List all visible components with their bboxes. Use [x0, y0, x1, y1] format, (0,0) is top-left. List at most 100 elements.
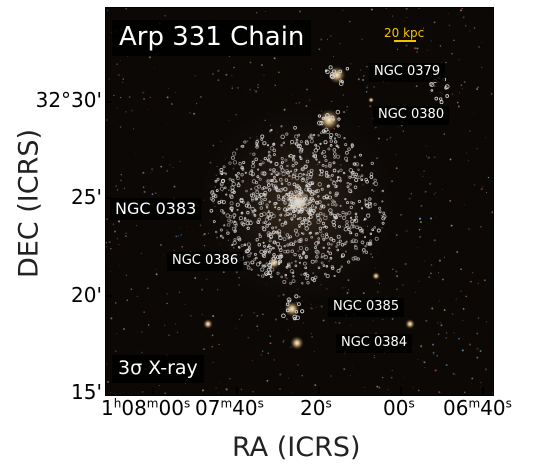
xray-contour — [338, 225, 341, 229]
xray-contour — [253, 252, 257, 256]
background-star — [425, 155, 427, 157]
background-star — [142, 171, 145, 174]
background-star — [408, 197, 411, 200]
xray-contour — [322, 213, 326, 217]
xray-contour — [292, 157, 295, 160]
background-star — [169, 164, 171, 166]
xray-contour — [267, 183, 271, 187]
background-star — [130, 288, 133, 291]
background-star — [218, 381, 220, 383]
xray-contour — [271, 184, 276, 188]
xray-contour — [381, 200, 384, 203]
x-tick-mark — [400, 387, 402, 394]
xray-contour — [231, 244, 234, 247]
xray-contour — [265, 186, 269, 190]
background-star — [373, 85, 375, 88]
xray-contour — [317, 114, 322, 118]
background-star — [201, 389, 205, 392]
y-tick-mark — [105, 197, 112, 199]
background-star — [279, 373, 282, 376]
background-star — [472, 377, 474, 378]
background-star — [164, 392, 167, 395]
xray-contour — [260, 267, 265, 272]
background-star — [164, 15, 166, 17]
xray-contour — [281, 160, 284, 164]
background-star — [163, 254, 165, 256]
xray-contour — [234, 173, 238, 177]
background-star — [194, 75, 196, 77]
xray-contour — [330, 264, 334, 269]
xray-contour — [344, 150, 349, 155]
xray-contour — [344, 212, 348, 216]
background-star — [483, 279, 486, 282]
xray-contour — [434, 96, 439, 101]
xray-contour — [263, 193, 266, 196]
xray-contour — [329, 144, 333, 147]
xray-contour — [275, 189, 278, 192]
xray-contour — [244, 203, 249, 208]
xray-contour — [266, 144, 270, 147]
background-star — [419, 236, 422, 238]
xray-contour — [261, 274, 265, 278]
xray-contour — [445, 94, 450, 98]
background-star — [123, 187, 126, 190]
xray-contour — [350, 240, 354, 244]
xray-contour — [300, 177, 305, 182]
background-star — [128, 96, 131, 99]
xray-contour — [300, 256, 304, 259]
galaxy-core — [368, 97, 374, 103]
background-star — [136, 295, 139, 298]
xray-contour — [294, 175, 300, 181]
xray-contour — [319, 169, 324, 174]
xray-contour — [338, 239, 342, 243]
xray-contour — [267, 150, 271, 154]
xray-contour — [256, 220, 261, 224]
xray-contour — [367, 203, 373, 209]
background-star — [424, 367, 426, 368]
xray-contour — [321, 129, 326, 133]
background-star — [469, 30, 471, 32]
xray-contour — [373, 226, 377, 229]
xray-contour — [255, 237, 260, 242]
background-star — [166, 170, 169, 172]
xray-contour — [251, 210, 255, 214]
background-star — [390, 376, 393, 379]
background-star — [175, 235, 178, 238]
xray-contour — [296, 144, 301, 149]
xray-contour — [326, 250, 329, 253]
xray-contour — [223, 224, 226, 227]
xray-contour — [361, 248, 366, 252]
xray-contour — [258, 201, 263, 206]
xray-contour — [269, 146, 275, 151]
xray-contour — [282, 141, 286, 144]
xray-contour — [236, 208, 239, 211]
xray-contour — [232, 216, 236, 219]
xray-contour — [266, 180, 270, 183]
xray-contour — [302, 251, 306, 255]
xray-contour — [221, 200, 226, 205]
background-star — [180, 234, 182, 236]
xray-contour — [262, 186, 266, 190]
background-star — [491, 211, 493, 214]
background-star — [432, 351, 435, 354]
xray-contour — [302, 232, 305, 235]
x-tick-label: 1h08m00s — [101, 396, 191, 420]
background-star — [476, 356, 479, 359]
xray-contour — [288, 174, 291, 178]
xray-contour — [328, 195, 333, 200]
scale-bar — [394, 40, 416, 42]
xray-contour — [280, 134, 285, 139]
xray-contour — [322, 150, 326, 154]
xray-contour — [222, 236, 225, 239]
xray-contour — [228, 177, 232, 181]
xray-contour — [297, 143, 302, 149]
xray-contour — [349, 190, 353, 194]
xray-contour — [272, 148, 277, 153]
background-star — [330, 375, 332, 377]
background-star — [158, 384, 160, 386]
background-star — [479, 350, 482, 353]
background-star — [479, 386, 481, 388]
xray-contour — [309, 133, 313, 137]
xray-contour — [331, 266, 335, 270]
xray-contour — [354, 233, 359, 237]
